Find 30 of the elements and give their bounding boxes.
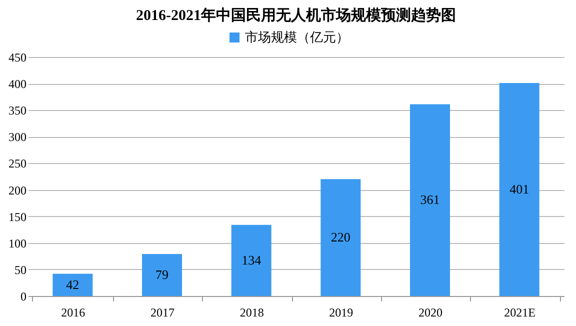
bar: [52, 274, 93, 296]
x-tick-label: 2018: [240, 306, 264, 320]
x-tick-label: 2020: [418, 306, 442, 320]
bar: [231, 224, 272, 296]
x-tick-label: 2021E: [504, 306, 536, 320]
data-label: 42: [66, 276, 80, 292]
y-tick-label: 250: [8, 156, 26, 171]
x-tick-label: 2019: [329, 306, 354, 320]
data-label: 79: [156, 267, 168, 282]
y-tick-label: 150: [8, 210, 26, 224]
bar: [410, 104, 450, 296]
y-tick-label: 350: [8, 104, 26, 118]
x-tick-label: 2017: [150, 306, 174, 320]
data-label: 220: [330, 230, 350, 245]
legend-label: 市场规模（亿元）: [245, 30, 349, 44]
bar: [320, 179, 361, 296]
chart-title: 2016-2021年中国民用无人机市场规模预测趋势图: [136, 6, 456, 24]
y-tick-label: 100: [8, 236, 26, 250]
y-tick-label: 0: [20, 290, 26, 304]
y-tick-label: 400: [8, 77, 26, 92]
bar: [499, 83, 540, 296]
x-tick-label: 2016: [61, 306, 86, 320]
y-tick-label: 450: [8, 50, 26, 64]
y-tick-label: 200: [8, 183, 26, 198]
data-label: 361: [420, 192, 440, 208]
data-label: 401: [510, 182, 530, 197]
y-tick-label: 50: [14, 262, 26, 277]
y-tick-label: 300: [8, 130, 26, 144]
bar: [142, 254, 182, 296]
data-label: 134: [242, 252, 262, 268]
